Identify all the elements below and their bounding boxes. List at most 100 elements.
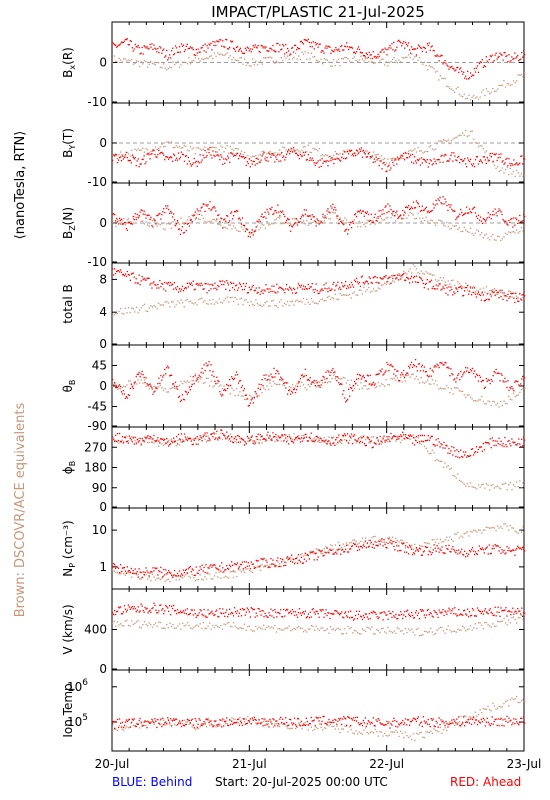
- data-point: [221, 562, 223, 564]
- data-point: [469, 130, 472, 133]
- data-point: [511, 163, 513, 165]
- data-point: [236, 388, 238, 390]
- data-point: [473, 286, 475, 288]
- data-point: [204, 58, 206, 60]
- data-point: [216, 218, 218, 220]
- data-point: [114, 214, 116, 216]
- data-point: [115, 60, 117, 62]
- data-point: [182, 61, 184, 63]
- data-point: [231, 296, 233, 299]
- data-point: [498, 153, 500, 155]
- data-point: [417, 59, 419, 61]
- data-point: [221, 218, 223, 220]
- data-point: [223, 158, 225, 160]
- data-point: [232, 438, 235, 440]
- data-point: [430, 66, 432, 68]
- data-point: [162, 444, 165, 446]
- data-point: [394, 435, 396, 437]
- data-point: [140, 571, 142, 574]
- data-point: [339, 218, 341, 221]
- data-point: [134, 573, 136, 575]
- data-point: [257, 291, 259, 293]
- data-point: [473, 166, 476, 168]
- data-point: [304, 213, 306, 215]
- data-point: [221, 429, 223, 431]
- data-point: [456, 159, 458, 162]
- data-point: [489, 527, 491, 529]
- data-point: [500, 53, 502, 56]
- data-point: [407, 270, 410, 272]
- data-point: [346, 287, 348, 290]
- data-point: [237, 567, 240, 569]
- data-point: [318, 441, 321, 444]
- data-point: [396, 62, 398, 64]
- data-point: [224, 436, 227, 438]
- data-point: [500, 526, 502, 528]
- data-point: [291, 150, 294, 152]
- data-point: [454, 91, 456, 93]
- data-point: [454, 292, 456, 295]
- data-point: [310, 222, 313, 224]
- data-point: [490, 404, 492, 407]
- data-point: [120, 223, 122, 225]
- data-point: [119, 43, 122, 45]
- data-point: [423, 209, 425, 211]
- data-point: [457, 531, 459, 533]
- data-point: [446, 445, 448, 447]
- data-point: [347, 398, 349, 401]
- y-tick-label: -10: [87, 95, 107, 109]
- data-point: [241, 217, 244, 219]
- data-point: [505, 295, 507, 297]
- data-point: [199, 378, 201, 380]
- data-point: [394, 159, 396, 161]
- data-point: [164, 145, 166, 147]
- data-point: [369, 58, 371, 60]
- data-point: [292, 287, 295, 289]
- data-point: [117, 567, 120, 569]
- data-point: [121, 436, 124, 438]
- data-point: [183, 440, 185, 442]
- data-point: [407, 207, 409, 209]
- data-point: [450, 450, 452, 452]
- data-point: [213, 385, 216, 387]
- data-point: [286, 284, 288, 286]
- data-point: [233, 48, 236, 50]
- data-point: [487, 400, 489, 402]
- data-point: [333, 59, 335, 61]
- data-point: [294, 152, 297, 154]
- data-point: [452, 474, 454, 476]
- data-point: [332, 283, 334, 285]
- data-point: [508, 83, 510, 85]
- data-point: [229, 393, 231, 395]
- data-point: [121, 61, 123, 63]
- data-point: [328, 436, 330, 438]
- data-point: [392, 437, 394, 439]
- data-point: [351, 220, 354, 223]
- data-point: [142, 158, 144, 161]
- data-point: [215, 44, 217, 47]
- data-point: [522, 482, 524, 484]
- data-point: [520, 298, 522, 300]
- data-point: [438, 79, 440, 81]
- data-point: [197, 57, 200, 60]
- data-point: [392, 211, 394, 213]
- data-point: [357, 210, 360, 212]
- data-point: [522, 220, 524, 222]
- data-point: [278, 160, 280, 162]
- data-point: [450, 227, 453, 230]
- data-point: [382, 162, 384, 164]
- data-point: [227, 387, 229, 390]
- y-tick-label: -10: [87, 175, 107, 189]
- data-point: [457, 290, 459, 293]
- data-point: [156, 225, 158, 227]
- data-point: [193, 439, 195, 442]
- data-point: [484, 220, 486, 222]
- data-point: [442, 364, 444, 366]
- data-point: [250, 301, 252, 303]
- data-point: [440, 443, 442, 445]
- data-point: [361, 537, 363, 539]
- data-point: [453, 379, 455, 381]
- data-point: [390, 363, 392, 366]
- data-point: [503, 236, 505, 238]
- data-point: [292, 442, 295, 444]
